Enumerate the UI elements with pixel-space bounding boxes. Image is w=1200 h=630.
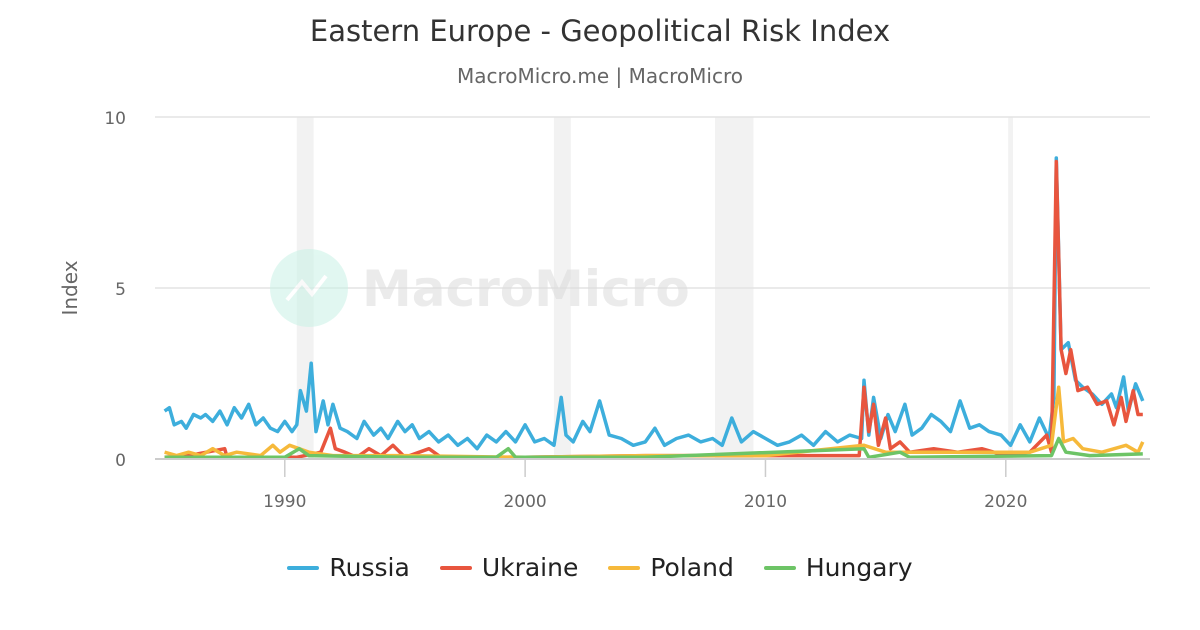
x-tick-label: 1990 xyxy=(263,492,306,512)
legend-label: Ukraine xyxy=(481,553,579,582)
watermark-text: MacroMicro xyxy=(362,260,690,318)
legend-item-ukraine[interactable]: Ukraine xyxy=(439,553,579,582)
legend-item-poland[interactable]: Poland xyxy=(608,553,734,582)
legend-label: Russia xyxy=(329,553,410,582)
chart-title: Eastern Europe - Geopolitical Risk Index xyxy=(309,14,891,48)
y-tick-label: 5 xyxy=(115,280,126,300)
chart-subtitle: MacroMicro.me | MacroMicro xyxy=(457,64,743,88)
y-tick-label: 10 xyxy=(104,109,126,129)
legend-item-hungary[interactable]: Hungary xyxy=(763,553,913,582)
x-tick-label: 2010 xyxy=(744,492,787,512)
y-axis-label: Index xyxy=(58,260,82,315)
legend-swatch xyxy=(287,565,320,570)
legend-label: Poland xyxy=(650,553,734,582)
series-line-ukraine[interactable] xyxy=(164,159,1143,460)
x-tick-label: 2000 xyxy=(503,492,546,512)
legend: Russia Ukraine Poland Hungary xyxy=(0,553,1200,582)
series-line-hungary[interactable] xyxy=(164,436,1143,460)
series-line-russia[interactable] xyxy=(163,156,1145,451)
legend-swatch xyxy=(608,565,641,570)
watermark-logo: MacroMicro xyxy=(270,249,690,327)
y-tick-label: 0 xyxy=(115,451,126,471)
legend-label: Hungary xyxy=(805,553,913,582)
x-tick-label: 2020 xyxy=(984,492,1027,512)
legend-item-russia[interactable]: Russia xyxy=(287,553,410,582)
legend-swatch xyxy=(763,565,796,570)
legend-swatch xyxy=(439,565,472,570)
